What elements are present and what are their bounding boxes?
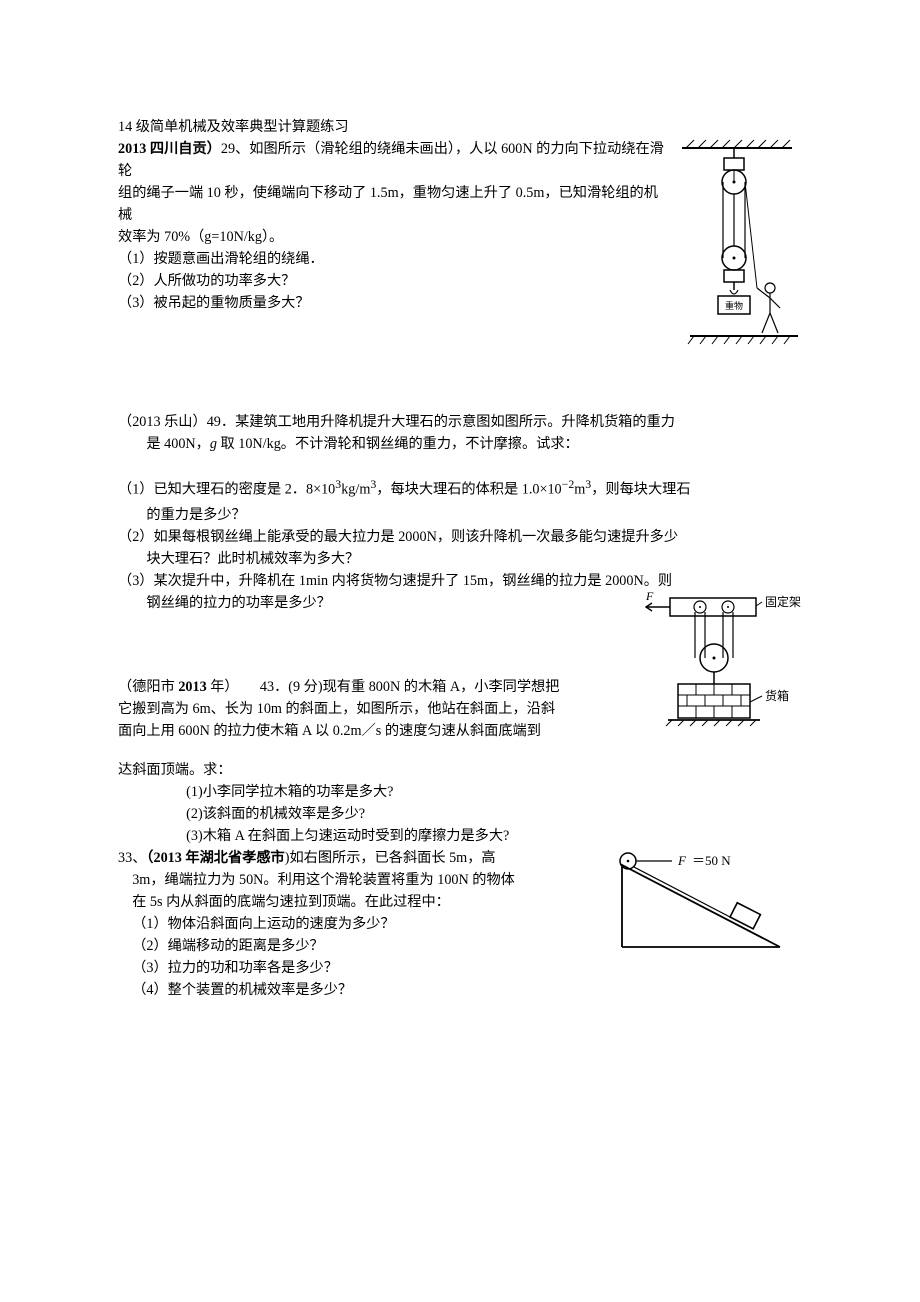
pulley-diagram-icon: 重物 xyxy=(672,138,802,348)
q4-fig-Fval: ＝50 N xyxy=(692,853,731,868)
q2-sub2-l2: 块大理石？此时机械效率为多大？ xyxy=(118,548,802,570)
q3-prefix2: 年） xyxy=(207,679,232,695)
q1-line1: 2013 四川自贡）29、如图所示（滑轮组的绕绳未画出），人以 600N 的力向… xyxy=(118,138,672,182)
q1-text: 2013 四川自贡）29、如图所示（滑轮组的绕绳未画出），人以 600N 的力向… xyxy=(118,138,672,355)
q2-line2: 是 400N，g 取 10N/kg。不计滑轮和钢丝绳的重力，不计摩擦。试求： xyxy=(118,433,802,455)
q2-s1mid: kg/m xyxy=(341,482,370,498)
q1-sub3: （3）被吊起的重物质量多大？ xyxy=(118,292,672,314)
q3-prefix: （德阳市 xyxy=(118,679,178,695)
q1-sub1: （1）按题意画出滑轮组的绕绳． xyxy=(118,248,672,270)
q1-num: 29、 xyxy=(221,141,249,157)
q2-g: g xyxy=(210,436,217,452)
q2-num: 49． xyxy=(207,414,235,430)
q3-points: (9 分) xyxy=(288,679,322,695)
q3-l1a: 现有重 800N 的木箱 A，小李同学想把 xyxy=(323,679,560,695)
q1-sub2: （2）人所做功的功率多大？ xyxy=(118,270,672,292)
q1-line3: 效率为 70%（g=10N/kg）。 xyxy=(118,226,672,248)
q2-l2a: 是 400N， xyxy=(146,436,209,452)
q4-l1a: 如右图所示，已各斜面长 5m，高 xyxy=(289,850,495,866)
q4-sub4: （4）整个装置的机械效率是多少？ xyxy=(118,979,802,1001)
q4-fig-F: F xyxy=(677,853,687,868)
q2-sub3-l2: 钢丝绳的拉力的功率是多少？ xyxy=(118,592,632,614)
q2-s1a: （1）已知大理石的密度是 2．8×10 xyxy=(118,482,335,498)
q2-sub3-l1: （3）某次提升中，升降机在 1min 内将货物匀速提升了 15m，钢丝绳的拉力是… xyxy=(118,570,802,592)
q3-line2: 它搬到高为 6m、长为 10m 的斜面上，如图所示，他站在斜面上，沿斜 xyxy=(118,698,632,720)
q3-year: 2013 xyxy=(178,679,206,695)
q1-line2: 组的绳子一端 10 秒，使绳端向下移动了 1.5m，重物匀速上升了 0.5m，已… xyxy=(118,182,672,226)
q4-sub3: （3）拉力的功和功率各是多少？ xyxy=(118,957,612,979)
q4-line2: 3m，绳端拉力为 50N。利用这个滑轮装置将重为 100N 的物体 xyxy=(118,869,612,891)
q4-source: （2013 年湖北省孝感市 xyxy=(146,850,284,866)
q2-source: （2013 乐山） xyxy=(118,414,207,430)
q2-figure: 固定架 F xyxy=(632,592,802,759)
q4-num: 33、 xyxy=(118,850,146,866)
q2-wrap: 钢丝绳的拉力的功率是多少？ （德阳市 2013 年） 43．(9 分)现有重 8… xyxy=(118,592,802,759)
q2-sub2-l1: （2）如果每根钢丝绳上能承受的最大拉力是 2000N，则该升降机一次最多能匀速提… xyxy=(118,526,802,548)
q3-sub3: (3)木箱 A 在斜面上匀速运动时受到的摩擦力是多大? xyxy=(118,825,802,847)
q3-line4: 达斜面顶端。求： xyxy=(118,759,802,781)
q1-source: 2013 四川自贡） xyxy=(118,141,221,157)
q3-sub1: (1)小李同学拉木箱的功率是多大? xyxy=(118,781,802,803)
q4-line1: 33、（2013 年湖北省孝感市)如右图所示，已各斜面长 5m，高 xyxy=(118,847,612,869)
page-title: 14 级简单机械及效率典型计算题练习 xyxy=(118,116,802,138)
q3-spacer xyxy=(232,679,260,695)
q2-l2b: 取 10N/kg。不计滑轮和钢丝绳的重力，不计摩擦。试求： xyxy=(217,436,579,452)
q2-s1sup3: −2 xyxy=(562,477,575,491)
q1-figure: 重物 xyxy=(672,138,802,355)
q3-line1: （德阳市 2013 年） 43．(9 分)现有重 800N 的木箱 A，小李同学… xyxy=(118,676,632,698)
svg-text:重物: 重物 xyxy=(725,300,743,311)
q2-block: （2013 乐山）49．某建筑工地用升降机提升大理石的示意图如图所示。升降机货箱… xyxy=(118,411,802,847)
q3-num: 43． xyxy=(260,679,288,695)
q2-fig-label-top: 固定架 xyxy=(765,594,801,609)
q4-block: 33、（2013 年湖北省孝感市)如右图所示，已各斜面长 5m，高 3m，绳端拉… xyxy=(118,847,802,979)
q3-sub2: (2)该斜面的机械效率是多少? xyxy=(118,803,802,825)
q4-sub1: （1）物体沿斜面向上运动的速度为多少？ xyxy=(118,913,612,935)
page-root: 14 级简单机械及效率典型计算题练习 2013 四川自贡）29、如图所示（滑轮组… xyxy=(0,0,920,1061)
q2-sub1-l2: 的重力是多少？ xyxy=(118,504,802,526)
q2-s1d: ，则每块大理石 xyxy=(591,482,690,498)
q4-sub2: （2）绳端移动的距离是多少？ xyxy=(118,935,612,957)
q2-fig-label-box: 货箱 xyxy=(765,688,789,703)
incline-pulley-diagram-icon: F ＝50 N xyxy=(612,847,802,967)
q2-s1c: m xyxy=(574,482,585,498)
q1-block: 2013 四川自贡）29、如图所示（滑轮组的绕绳未画出），人以 600N 的力向… xyxy=(118,138,802,355)
q2-sub1-l1: （1）已知大理石的密度是 2．8×103kg/m3，每块大理石的体积是 1.0×… xyxy=(118,473,802,504)
elevator-diagram-icon: 固定架 F xyxy=(632,592,802,752)
q4-figure: F ＝50 N xyxy=(612,847,802,979)
q4-line3: 在 5s 内从斜面的底端匀速拉到顶端。在此过程中： xyxy=(118,891,612,913)
q2-s1b: ，每块大理石的体积是 1.0×10 xyxy=(376,482,561,498)
q2-fig-F: F xyxy=(645,592,654,603)
q2-l1a: 某建筑工地用升降机提升大理石的示意图如图所示。升降机货箱的重力 xyxy=(235,414,675,430)
q3-line3: 面向上用 600N 的拉力使木箱 A 以 0.2m／s 的速度匀速从斜面底端到 xyxy=(118,720,632,742)
q2-line1: （2013 乐山）49．某建筑工地用升降机提升大理石的示意图如图所示。升降机货箱… xyxy=(118,411,802,433)
